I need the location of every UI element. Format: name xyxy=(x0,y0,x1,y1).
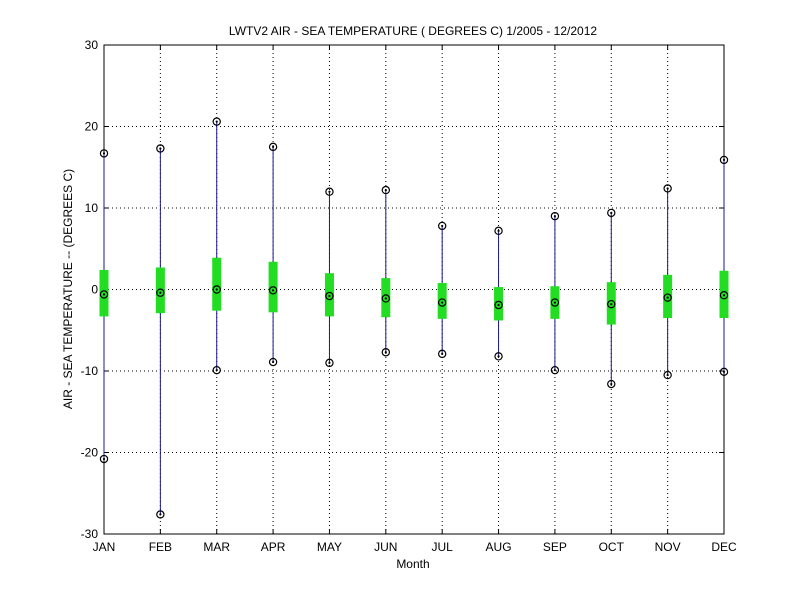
median-marker xyxy=(268,286,278,295)
month-box-jun xyxy=(381,185,391,357)
month-box-nov xyxy=(663,184,673,380)
y-tick-label: -10 xyxy=(81,364,99,378)
x-tick-label: JUL xyxy=(432,540,454,554)
month-box-jul xyxy=(437,221,447,359)
min-marker xyxy=(212,365,221,375)
min-marker xyxy=(381,348,391,357)
month-box-sep xyxy=(550,211,560,375)
min-marker xyxy=(437,349,447,359)
month-box-oct xyxy=(606,208,616,389)
chart-title: LWTV2 AIR - SEA TEMPERATURE ( DEGREES C)… xyxy=(229,24,597,38)
median-marker xyxy=(550,298,560,307)
interquartile-box xyxy=(99,269,109,317)
data-series xyxy=(99,117,729,519)
min-marker xyxy=(325,358,334,368)
month-box-apr xyxy=(268,142,278,367)
max-marker xyxy=(550,211,560,221)
max-marker xyxy=(663,184,672,193)
month-box-aug xyxy=(494,226,504,361)
x-tick-label: NOV xyxy=(655,540,681,554)
month-box-dec xyxy=(719,155,729,377)
interquartile-box xyxy=(324,273,334,317)
y-tick-label: 10 xyxy=(85,201,99,215)
max-marker xyxy=(719,155,729,165)
x-tick-label: JAN xyxy=(93,540,116,554)
x-tick-label: JUN xyxy=(374,540,397,554)
max-marker xyxy=(99,149,109,158)
y-tick-label: -30 xyxy=(81,527,99,541)
median-marker xyxy=(719,291,729,300)
x-tick-label: MAY xyxy=(317,540,342,554)
month-box-feb xyxy=(155,144,165,519)
interquartile-box xyxy=(437,282,447,319)
y-tick-label: 30 xyxy=(85,38,99,52)
median-marker xyxy=(663,293,672,302)
x-tick-label: SEP xyxy=(543,540,567,554)
min-marker xyxy=(719,367,729,377)
axis-ticks: -30 -20 -10 0 10 20 30 JAN FEB MAR APR MAY JUN JUL AUG… xyxy=(81,38,737,554)
median-marker xyxy=(381,294,391,303)
month-box-may xyxy=(324,187,334,368)
min-marker xyxy=(550,365,560,375)
min-marker xyxy=(663,370,672,380)
max-marker xyxy=(494,226,503,236)
median-marker xyxy=(325,291,334,301)
min-marker xyxy=(607,379,616,389)
min-marker xyxy=(156,510,165,519)
x-tick-label: OCT xyxy=(599,540,625,554)
median-marker xyxy=(212,285,221,294)
interquartile-box xyxy=(494,287,504,321)
min-marker xyxy=(494,352,503,361)
x-tick-label: AUG xyxy=(486,540,512,554)
y-tick-label: -20 xyxy=(81,446,99,460)
max-marker xyxy=(381,185,391,195)
interquartile-box xyxy=(155,267,165,314)
x-tick-label: FEB xyxy=(149,540,172,554)
month-box-mar xyxy=(212,117,222,375)
max-marker xyxy=(325,187,334,196)
x-axis-label: Month xyxy=(396,557,429,571)
x-tick-label: MAR xyxy=(203,540,230,554)
y-tick-label: 0 xyxy=(91,283,98,297)
median-marker xyxy=(156,288,165,297)
max-marker xyxy=(268,142,278,152)
x-tick-label: APR xyxy=(261,540,286,554)
min-marker xyxy=(268,357,278,367)
min-marker xyxy=(99,454,109,464)
max-marker xyxy=(437,221,447,231)
x-tick-label: DEC xyxy=(711,540,737,554)
max-marker xyxy=(156,144,165,153)
month-box-jan xyxy=(99,149,109,464)
median-marker xyxy=(494,300,503,310)
max-marker xyxy=(212,117,221,126)
interquartile-box xyxy=(212,257,222,311)
max-marker xyxy=(607,208,616,218)
median-marker xyxy=(607,299,616,309)
y-tick-label: 20 xyxy=(85,120,99,134)
median-marker xyxy=(437,298,447,307)
interquartile-box xyxy=(663,274,673,319)
median-marker xyxy=(99,290,109,299)
y-axis-label: AIR - SEA TEMPERATURE -- (DEGREES C) xyxy=(61,169,75,409)
